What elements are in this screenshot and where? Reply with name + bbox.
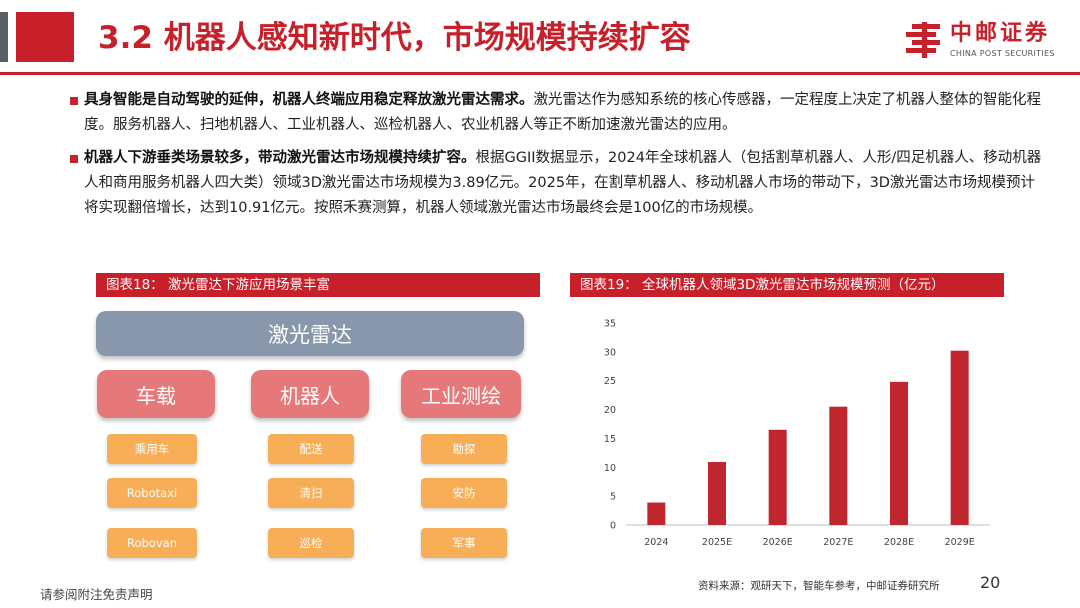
category-robot-box: 机器人	[251, 370, 369, 418]
subitem-box: 巡检	[268, 528, 354, 558]
x-tick-label: 2026E	[763, 537, 793, 548]
bar	[768, 429, 787, 525]
bar	[890, 381, 908, 525]
bar	[708, 462, 726, 525]
x-tick-label: 2027E	[823, 537, 853, 548]
y-tick-label: 15	[604, 434, 616, 445]
bar	[950, 350, 969, 525]
source-note: 资料来源：观研天下，智能车参考，中邮证券研究所	[698, 580, 940, 592]
lidar-root-box: 激光雷达	[96, 311, 524, 356]
bar	[647, 502, 666, 525]
paragraph-1-lead: 具身智能是自动驾驶的延伸，机器人终端应用稳定释放激光雷达需求。	[84, 92, 534, 108]
subitem-box: Robovan	[107, 528, 197, 558]
paragraph-2-lead: 机器人下游垂类场景较多，带动激光雷达市场规模持续扩容。	[84, 150, 476, 166]
y-tick-label: 5	[610, 492, 616, 503]
disclaimer-text: 请参阅附注免责声明	[40, 587, 153, 602]
paragraph-2: 机器人下游垂类场景较多，带动激光雷达市场规模持续扩容。根据GGII数据显示，20…	[84, 146, 1048, 221]
header-rule	[0, 72, 1080, 75]
x-tick-label: 2028E	[884, 537, 914, 548]
y-tick-label: 35	[604, 319, 616, 330]
category-vehicle-box: 车载	[97, 370, 215, 418]
y-tick-label: 25	[604, 376, 616, 387]
y-tick-label: 20	[604, 405, 616, 416]
bar	[829, 406, 848, 525]
subitem-box: 配送	[268, 434, 354, 464]
subitem-box: 勘探	[421, 434, 507, 464]
subitem-box: 军事	[421, 528, 507, 558]
page-title: 3.2 机器人感知新时代，市场规模持续扩容	[98, 20, 691, 56]
subitem-box: 安防	[421, 478, 507, 508]
china-post-logo-icon	[906, 22, 940, 58]
bullet-square-icon	[70, 155, 78, 163]
figure-19-title: 图表19： 全球机器人领域3D激光雷达市场规模预测（亿元）	[570, 273, 1004, 297]
title-red-block	[16, 12, 74, 62]
y-tick-label: 0	[610, 521, 616, 532]
y-tick-label: 30	[604, 347, 616, 358]
paragraph-2-text: 根据GGII数据显示，2024年全球机器人（包括割草机器人、人形/四足机器人、移…	[84, 150, 1042, 216]
x-tick-label: 2029E	[945, 537, 975, 548]
market-size-bar-chart: 0 5 10 15 20 25 30 35 2024 2025E 2026E 2027E 2028E 20…	[604, 319, 990, 548]
subitem-box: 清扫	[268, 478, 354, 508]
y-tick-label: 10	[604, 463, 616, 474]
subitem-box: Robotaxi	[107, 478, 197, 508]
x-tick-label: 2025E	[702, 537, 732, 548]
company-logo: 中邮证券 CHINA POST SECURITIES	[904, 20, 1070, 64]
logo-english-text: CHINA POST SECURITIES	[950, 49, 1055, 58]
paragraph-1-text: 激光雷达作为感知系统的核心传感器，一定程度上决定了机器人整体的智能化程度。服务机…	[84, 92, 1041, 133]
subitem-box: 乘用车	[107, 434, 197, 464]
category-survey-box: 工业测绘	[401, 370, 521, 418]
figure-18-title: 图表18： 激光雷达下游应用场景丰富	[96, 273, 540, 297]
paragraph-1: 具身智能是自动驾驶的延伸，机器人终端应用稳定释放激光雷达需求。激光雷达作为感知系…	[84, 88, 1048, 138]
page-number: 20	[980, 573, 1001, 592]
bullet-square-icon	[70, 97, 78, 105]
logo-chinese-text: 中邮证券	[950, 21, 1051, 46]
x-tick-label: 2024	[644, 537, 668, 548]
title-accent-bar	[0, 12, 8, 62]
